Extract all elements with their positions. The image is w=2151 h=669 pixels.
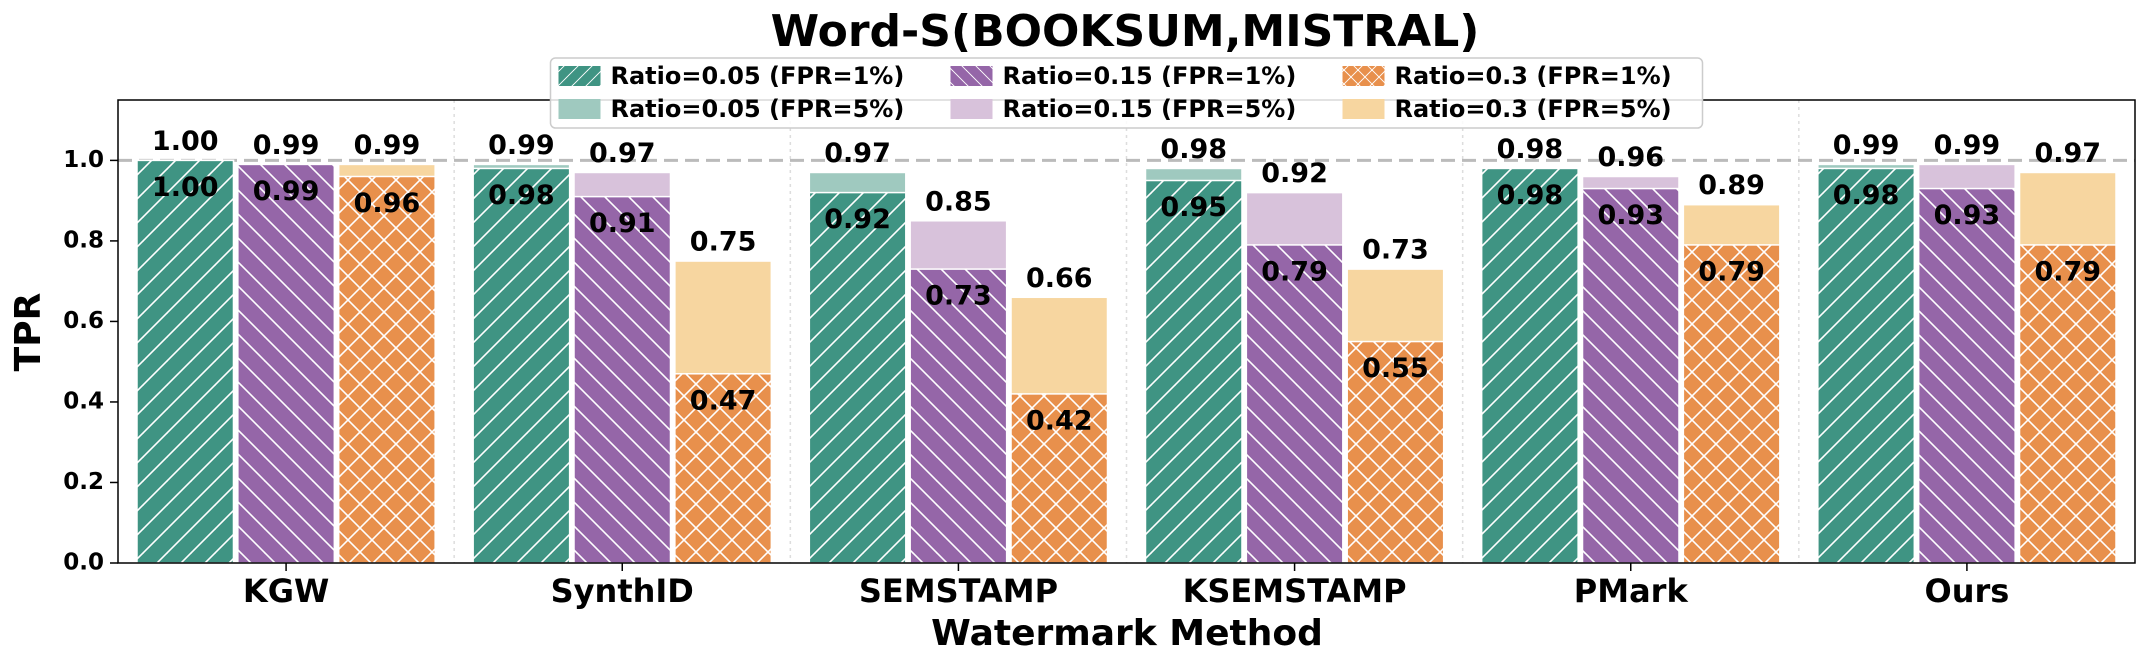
bar [1010, 393, 1109, 564]
legend-swatch [950, 66, 993, 86]
value-label: 0.99 [1833, 130, 1900, 161]
bar [1682, 244, 1781, 564]
bar [472, 167, 571, 564]
value-label: 0.79 [1261, 256, 1328, 287]
legend-label: Ratio=0.15 (FPR=1%) [1003, 62, 1297, 90]
value-label: 0.79 [1698, 256, 1765, 287]
value-label: 0.99 [253, 176, 320, 207]
bar [2018, 244, 2117, 564]
legend-label: Ratio=0.05 (FPR=1%) [611, 62, 905, 90]
value-label: 0.99 [354, 130, 421, 161]
y-tick-label: 0.0 [63, 550, 104, 576]
bar [136, 159, 235, 564]
y-tick-label: 1.0 [63, 147, 104, 173]
y-tick-label: 0.8 [63, 227, 104, 253]
value-label: 0.93 [1597, 200, 1664, 231]
value-label: 0.66 [1026, 263, 1093, 294]
value-label: 0.79 [2034, 256, 2101, 287]
bar [1917, 187, 2016, 564]
value-label: 0.92 [824, 204, 891, 235]
value-label: 0.42 [1026, 405, 1093, 436]
value-label: 0.73 [925, 281, 992, 312]
bar [573, 195, 672, 564]
value-label: 0.98 [1497, 180, 1564, 211]
value-label: 0.92 [1261, 158, 1328, 189]
value-label: 0.99 [488, 130, 555, 161]
value-label: 0.96 [354, 188, 421, 219]
value-label: 0.98 [1160, 134, 1227, 165]
legend-label: Ratio=0.3 (FPR=1%) [1395, 62, 1672, 90]
value-label: 0.99 [253, 130, 320, 161]
value-label: 0.98 [1497, 134, 1564, 165]
legend-swatch [1342, 66, 1385, 86]
bar [1480, 167, 1579, 564]
legend-swatch [558, 66, 601, 86]
value-label: 0.97 [824, 138, 891, 169]
value-label: 0.97 [2034, 138, 2101, 169]
value-label: 0.91 [589, 208, 656, 239]
y-tick-label: 0.4 [63, 388, 104, 414]
x-tick-label: SEMSTAMP [859, 572, 1058, 610]
legend-label: Ratio=0.15 (FPR=5%) [1003, 95, 1297, 123]
value-label: 0.93 [1934, 200, 2001, 231]
value-label: 0.98 [488, 180, 555, 211]
chart-title: Word-S(BOOKSUM,MISTRAL) [771, 6, 1480, 57]
value-label: 0.99 [1934, 130, 2001, 161]
value-label: 0.89 [1698, 170, 1765, 201]
bar [1581, 187, 1680, 564]
value-label: 0.96 [1597, 142, 1664, 173]
bar [1817, 167, 1916, 564]
value-label: 0.47 [690, 385, 757, 416]
legend-label: Ratio=0.05 (FPR=5%) [611, 95, 905, 123]
bar [337, 175, 436, 564]
value-label: 1.00 [152, 126, 219, 157]
value-label: 0.95 [1160, 192, 1227, 223]
x-tick-label: PMark [1574, 572, 1689, 610]
legend-label: Ratio=0.3 (FPR=5%) [1395, 95, 1672, 123]
value-label: 0.98 [1833, 180, 1900, 211]
value-label: 1.00 [152, 172, 219, 203]
legend-box [549, 57, 1704, 129]
bar [909, 268, 1008, 564]
x-tick-label: Ours [1925, 572, 2010, 610]
legend-swatch [558, 99, 601, 119]
bar [674, 373, 773, 564]
y-tick-label: 0.6 [63, 308, 104, 334]
x-tick-label: KGW [243, 572, 329, 610]
x-tick-label: KSEMSTAMP [1183, 572, 1407, 610]
x-axis-label: Watermark Method [931, 613, 1323, 654]
legend-swatch [1342, 99, 1385, 119]
bar [808, 191, 907, 564]
x-tick-label: SynthID [551, 572, 694, 610]
value-label: 0.85 [925, 186, 992, 217]
bar [237, 163, 336, 564]
bar [1144, 179, 1243, 564]
value-label: 0.97 [589, 138, 656, 169]
legend-swatch [950, 99, 993, 119]
y-axis-label: TPR [8, 293, 49, 372]
bar [1245, 244, 1344, 564]
value-label: 0.55 [1362, 353, 1429, 384]
value-label: 0.75 [690, 227, 757, 258]
value-label: 0.73 [1362, 235, 1429, 266]
y-tick-label: 0.2 [63, 469, 104, 495]
